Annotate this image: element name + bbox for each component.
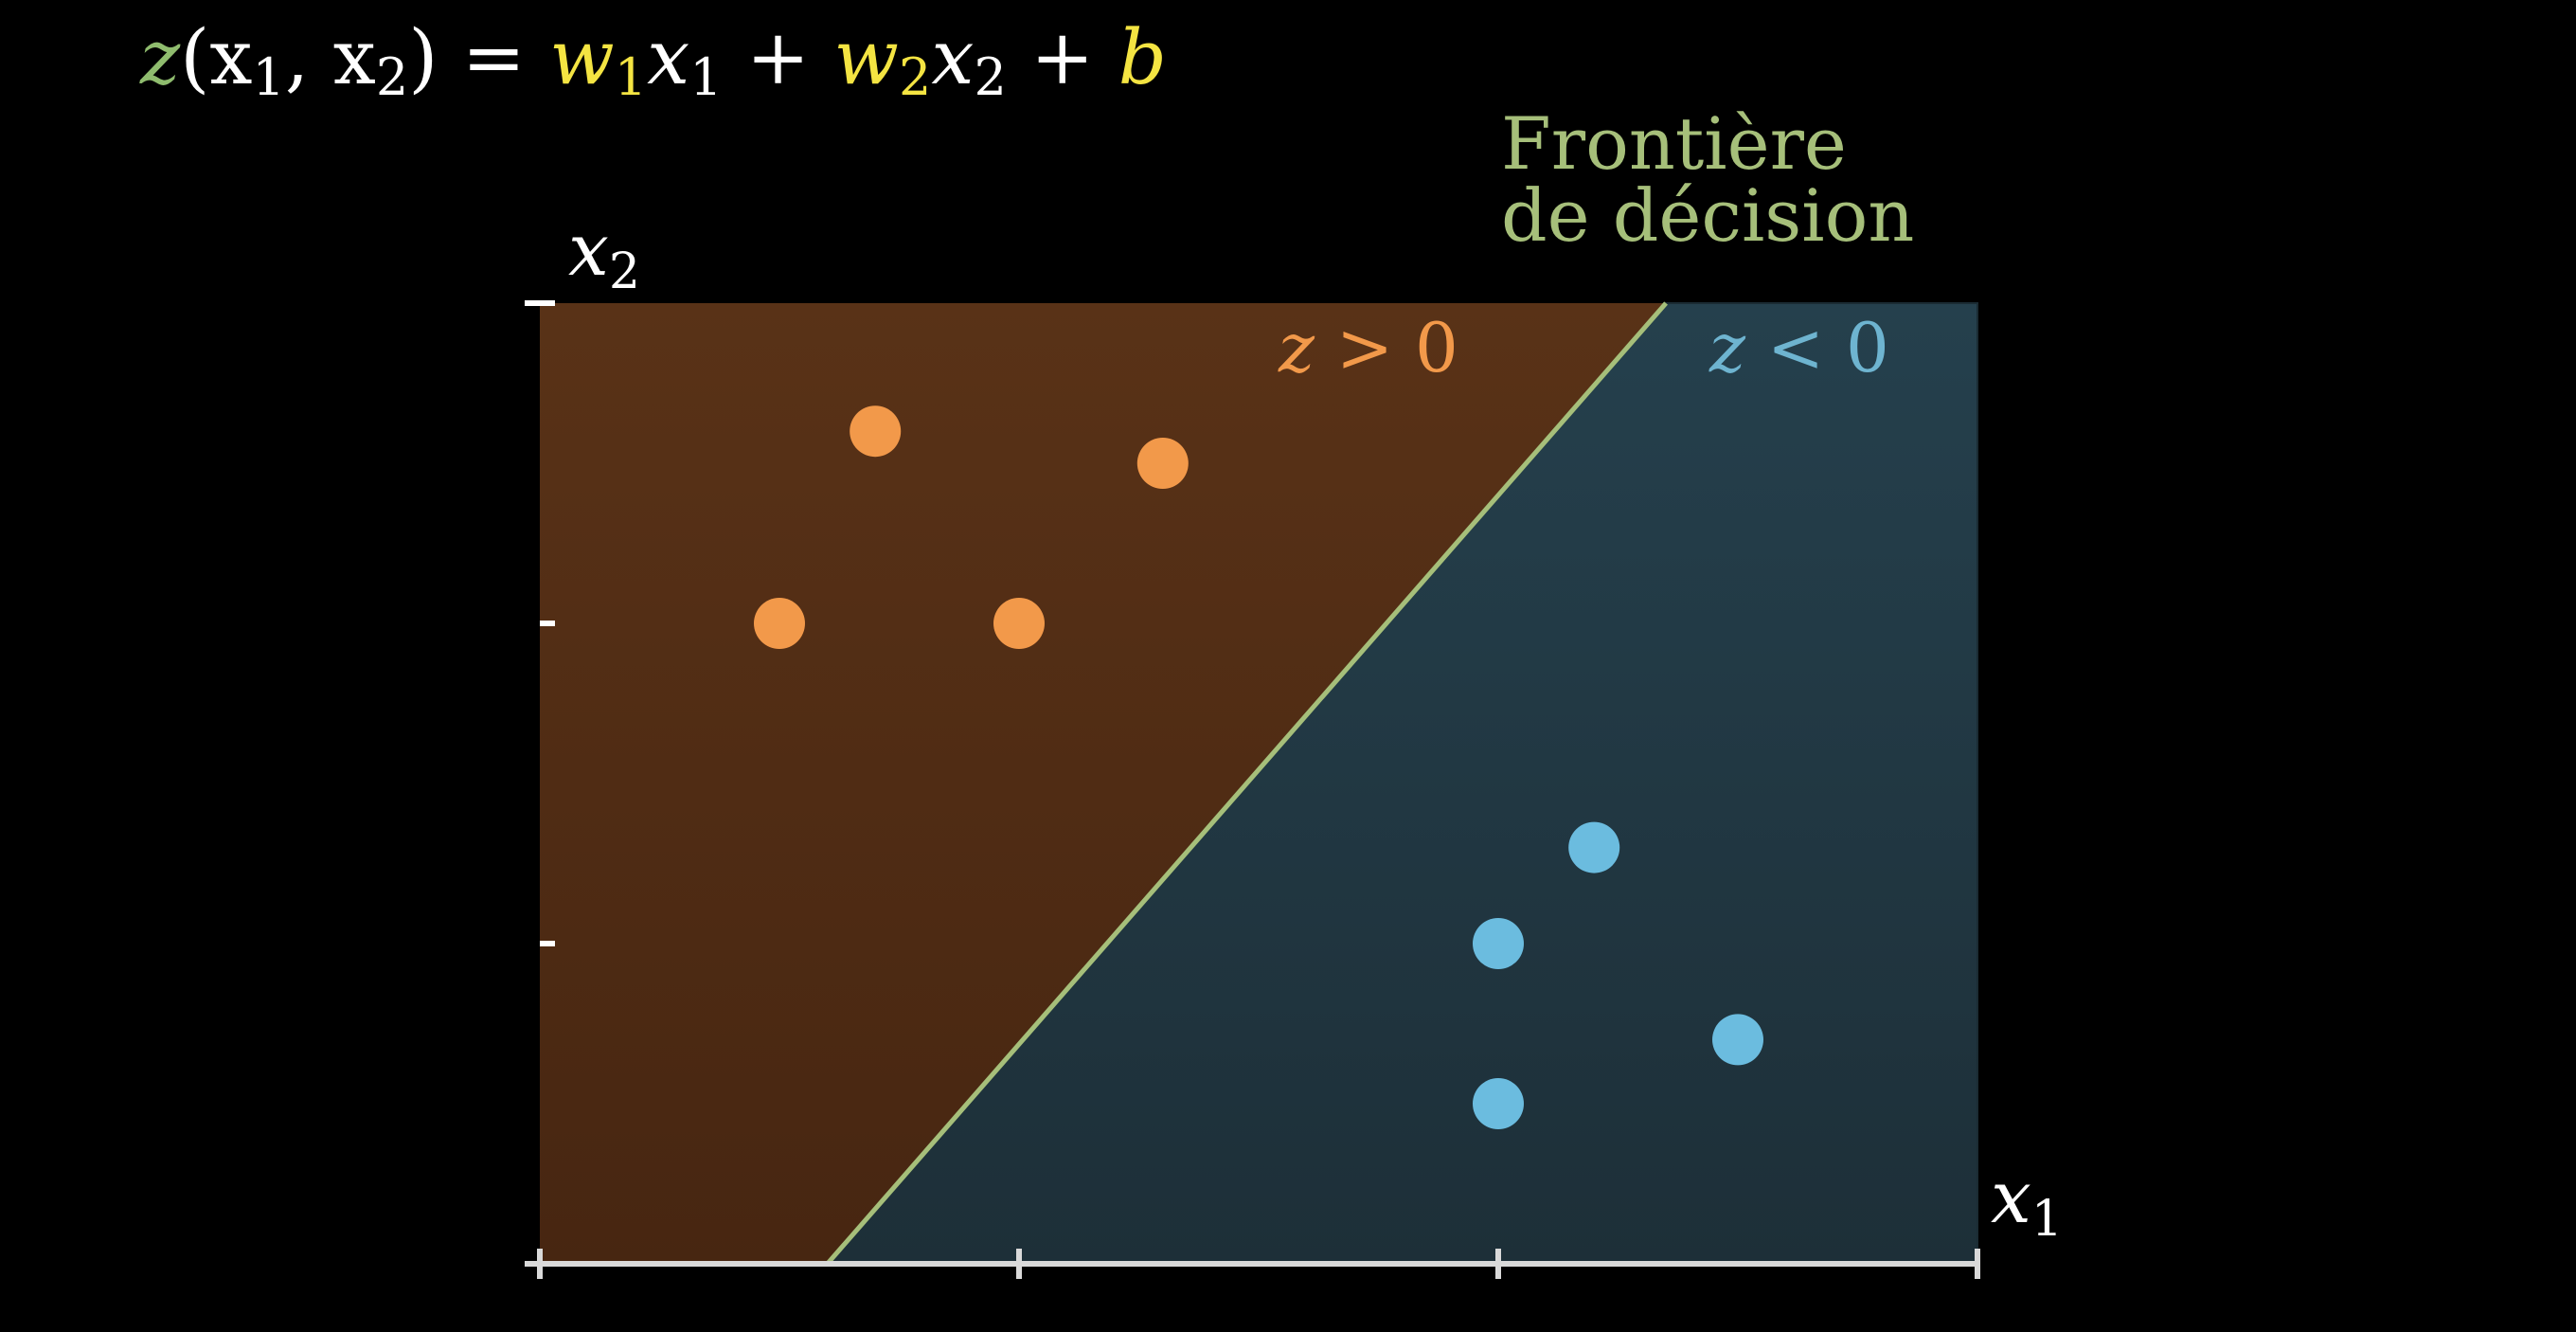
- equation-x2-sub: 2: [974, 47, 1006, 107]
- positive-region-label: z > 0: [1278, 308, 1458, 387]
- positive-point-2: [1136, 438, 1189, 489]
- decision-boundary-line: [825, 301, 1668, 1266]
- negative-points-series: [1473, 821, 1763, 1129]
- positive-region: [540, 303, 1667, 1264]
- equation-x2: x: [931, 13, 974, 101]
- equation: z(x1, x2) = w1x1 + w2x2 + b: [139, 13, 1167, 107]
- negative-point-2: [1473, 918, 1524, 969]
- equation-args: (x: [180, 13, 252, 101]
- equation-w1-sub: 1: [615, 47, 647, 107]
- negative-label-op: <: [1745, 308, 1846, 387]
- negative-point-3: [1712, 1014, 1763, 1066]
- positive-point-4: [993, 598, 1045, 649]
- equation-z: z: [139, 13, 181, 101]
- positive-point-3: [754, 598, 805, 649]
- equation-b: b: [1118, 13, 1167, 101]
- equation-plus1: +: [723, 13, 834, 101]
- positive-points-series: [754, 405, 1189, 649]
- axes: [525, 300, 1980, 1279]
- positive-label-var: z: [1278, 308, 1315, 387]
- equation-w1: w: [549, 13, 614, 101]
- equation-plus2: +: [1007, 13, 1118, 101]
- positive-label-val: 0: [1415, 308, 1458, 387]
- y-axis-label: x2: [568, 207, 640, 300]
- equation-x1-sub: 1: [689, 47, 722, 107]
- negative-region-label: z < 0: [1708, 308, 1889, 387]
- negative-label-val: 0: [1846, 308, 1889, 387]
- y-axis-label-sub: 2: [609, 243, 640, 300]
- equation-close: ) =: [408, 13, 549, 101]
- x-axis-label-sub: 1: [2031, 1191, 2063, 1248]
- negative-point-4: [1473, 1078, 1524, 1129]
- x-axis-label: x1: [1991, 1155, 2063, 1248]
- equation-x1: x: [647, 13, 689, 101]
- boundary-label-line1: Frontière: [1501, 101, 1847, 186]
- equation-comma: , x: [285, 13, 376, 101]
- equation-sub2: 2: [376, 47, 408, 107]
- x-axis-label-base: x: [1991, 1155, 2031, 1239]
- negative-label-var: z: [1708, 308, 1746, 387]
- equation-sub1: 1: [252, 47, 284, 107]
- boundary-label-line2: de décision: [1501, 173, 1914, 258]
- data-points: [754, 405, 1763, 1129]
- y-axis-label-base: x: [568, 207, 609, 292]
- equation-w2-sub: 2: [899, 47, 931, 107]
- boundary-label: Frontière de décision: [1501, 101, 1914, 258]
- equation-w2: w: [834, 13, 899, 101]
- positive-label-op: >: [1315, 308, 1415, 387]
- negative-point-1: [1568, 821, 1620, 873]
- positive-point-1: [850, 405, 902, 458]
